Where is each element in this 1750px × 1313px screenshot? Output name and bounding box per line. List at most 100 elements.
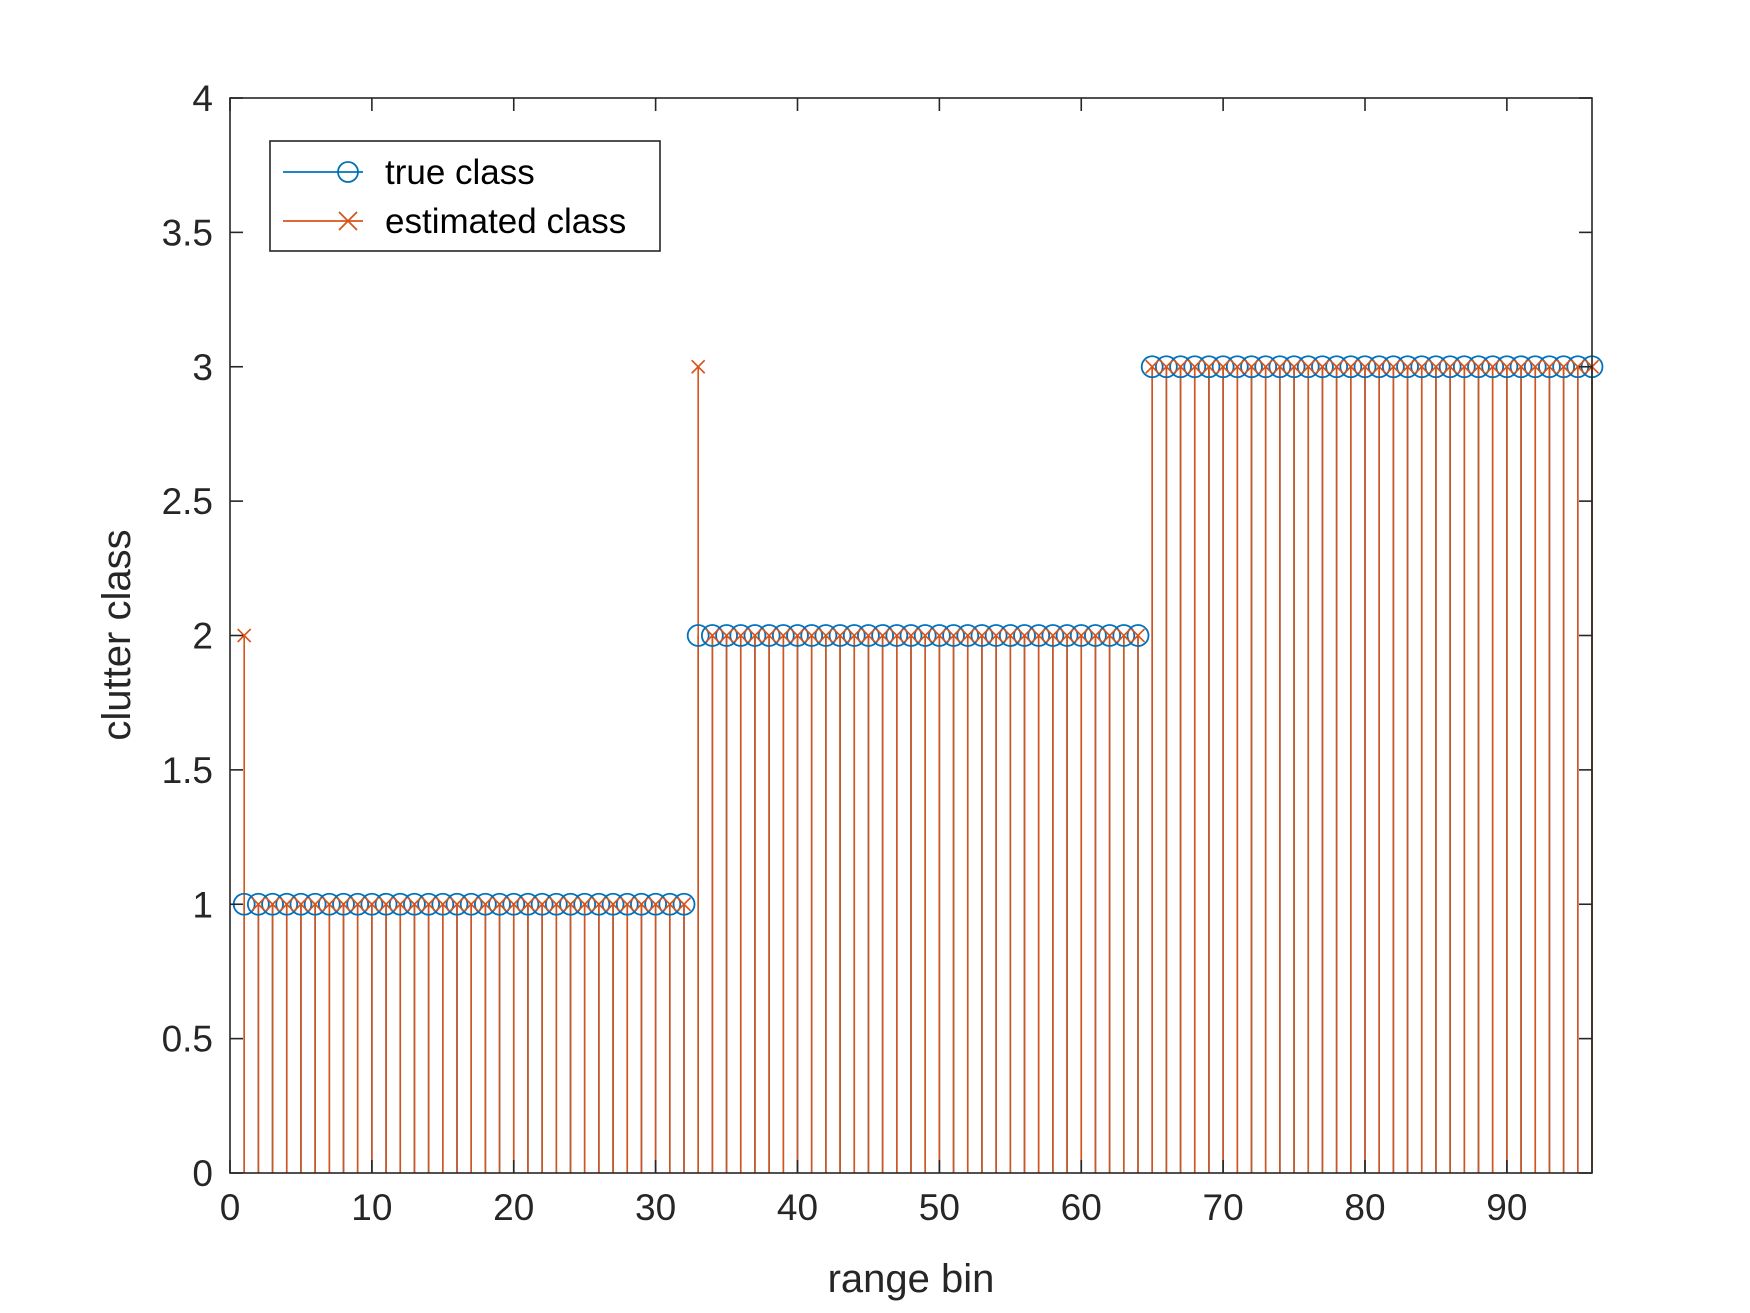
estimated-class-marker xyxy=(1301,359,1316,374)
estimated-class-marker-stroke xyxy=(251,897,266,912)
estimated-class-marker-stroke xyxy=(875,628,890,643)
estimated-class-marker-stroke xyxy=(535,897,550,912)
true-class-marker xyxy=(403,892,426,916)
estimated-class-marker xyxy=(847,628,862,643)
estimated-class-marker xyxy=(648,897,663,912)
estimated-class-marker xyxy=(1088,628,1103,643)
estimated-class-marker xyxy=(535,897,550,912)
true-class-marker xyxy=(1069,624,1093,647)
estimated-class-marker-stroke xyxy=(1159,359,1174,374)
true-class-marker xyxy=(445,892,469,916)
estimated-class-marker xyxy=(435,897,450,912)
estimated-class-marker-stroke xyxy=(237,628,252,643)
estimated-class-marker xyxy=(832,628,848,643)
estimated-class-marker xyxy=(478,897,493,912)
estimated-class-marker-stroke xyxy=(1258,359,1273,374)
x-axis-title: range bin xyxy=(828,1257,995,1301)
estimated-class-marker-stroke xyxy=(1400,359,1415,374)
true-class-marker xyxy=(1140,355,1164,379)
estimated-class-marker xyxy=(1216,359,1231,374)
true-class-marker xyxy=(1254,355,1278,379)
true-class-marker xyxy=(1084,624,1107,647)
estimated-class-stems xyxy=(243,366,1593,1173)
estimated-class-marker-stroke xyxy=(1102,628,1117,643)
estimated-class-marker-stroke xyxy=(1017,628,1032,643)
estimated-class-marker xyxy=(1003,628,1018,643)
estimated-class-marker-stroke xyxy=(591,897,606,912)
true-class-marker xyxy=(1339,355,1363,379)
estimated-class-marker-stroke xyxy=(1216,359,1231,374)
estimated-class-marker xyxy=(293,897,309,912)
estimated-class-marker xyxy=(1017,628,1032,643)
estimated-class-marker-stroke xyxy=(563,897,578,912)
estimated-class-marker-stroke xyxy=(620,897,635,912)
true-class-marker xyxy=(1467,355,1490,379)
true-class-marker xyxy=(544,892,568,916)
estimated-class-marker xyxy=(719,628,734,643)
estimated-class-marker-stroke xyxy=(378,897,394,912)
estimated-class-marker xyxy=(1145,359,1160,374)
estimated-class-marker-stroke xyxy=(421,897,436,912)
estimated-class-marker-stroke xyxy=(1357,359,1373,374)
estimated-class-marker xyxy=(918,628,933,643)
y-tick-label: 3.5 xyxy=(162,212,213,253)
true-class-marker xyxy=(559,892,582,916)
estimated-class-marker xyxy=(634,897,649,912)
true-class-marker xyxy=(317,892,341,916)
true-class-marker xyxy=(1041,624,1065,647)
estimated-class-marker xyxy=(960,628,975,643)
estimated-class-marker-stroke xyxy=(946,628,961,643)
estimated-class-marker xyxy=(549,897,564,912)
estimated-class-marker-stroke xyxy=(364,897,379,912)
x-tick-label: 70 xyxy=(1203,1187,1244,1228)
estimated-class-marker xyxy=(1130,628,1146,643)
estimated-class-marker-stroke xyxy=(520,897,536,912)
estimated-class-marker-stroke xyxy=(464,897,479,912)
true-class-marker xyxy=(1013,624,1036,647)
true-class-marker xyxy=(1353,355,1377,379)
true-class-marker xyxy=(899,624,923,647)
estimated-class-marker xyxy=(790,628,805,643)
estimated-class-marker-stroke xyxy=(662,897,677,912)
true-class-marker xyxy=(1552,355,1576,379)
true-class-marker xyxy=(1481,355,1505,379)
true-class-marker xyxy=(842,624,866,647)
estimated-class-marker-stroke xyxy=(336,897,351,912)
estimated-class-marker xyxy=(1201,359,1217,374)
estimated-class-marker xyxy=(308,897,323,912)
estimated-class-marker-stroke xyxy=(719,628,734,643)
true-class-marker xyxy=(800,624,824,647)
y-tick-label: 0.5 xyxy=(162,1019,213,1060)
estimated-class-marker xyxy=(889,628,904,643)
true-class-marker xyxy=(374,892,398,916)
true-class-marker xyxy=(1424,355,1448,379)
true-class-marker xyxy=(871,624,895,647)
x-tick-label: 50 xyxy=(919,1187,960,1228)
estimated-class-marker-stroke xyxy=(747,628,763,643)
estimated-class-marker xyxy=(861,628,876,643)
estimated-class-marker xyxy=(563,897,578,912)
estimated-class-marker xyxy=(1386,359,1401,374)
estimated-class-marker xyxy=(620,897,635,912)
estimated-class-marker-stroke xyxy=(1003,628,1018,643)
estimated-class-marker-stroke xyxy=(577,897,592,912)
estimated-class-markers xyxy=(237,359,1600,912)
true-class-marker xyxy=(1268,355,1292,379)
true-class-marker xyxy=(459,892,483,916)
true-class-marker xyxy=(573,892,597,916)
true-class-marker xyxy=(630,892,653,916)
estimated-class-marker-stroke xyxy=(1414,359,1429,374)
estimated-class-marker-stroke xyxy=(762,628,777,643)
estimated-class-marker-stroke xyxy=(1471,359,1486,374)
estimated-class-marker xyxy=(1230,359,1245,374)
estimated-class-marker-stroke xyxy=(279,897,294,912)
x-tick-label: 0 xyxy=(220,1187,241,1228)
x-tick-label: 40 xyxy=(777,1187,818,1228)
estimated-class-marker-stroke xyxy=(492,897,507,912)
estimated-class-marker xyxy=(974,628,990,643)
estimated-class-marker xyxy=(1187,359,1202,374)
true-class-marker xyxy=(857,624,880,647)
estimated-class-marker-stroke xyxy=(989,628,1004,643)
estimated-class-marker-stroke xyxy=(1485,359,1500,374)
estimated-class-marker xyxy=(378,897,394,912)
